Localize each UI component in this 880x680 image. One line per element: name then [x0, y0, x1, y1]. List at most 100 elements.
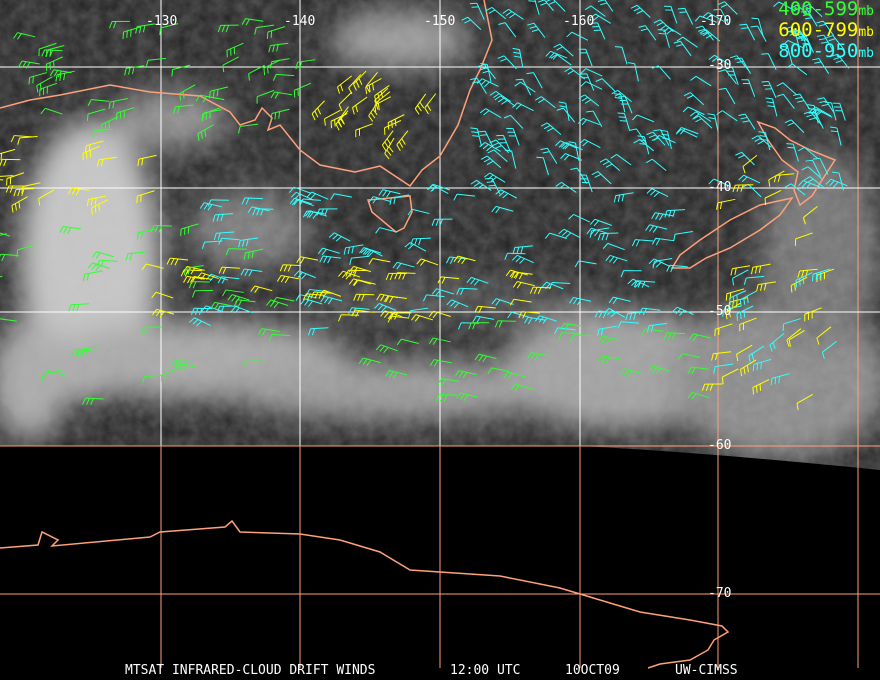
barb-feather — [247, 206, 253, 214]
barb-feather — [566, 31, 573, 38]
barb-staff — [602, 335, 621, 341]
barb-feather — [805, 17, 813, 20]
wind-barb — [254, 24, 275, 35]
barb-staff — [807, 166, 822, 179]
barb-feather — [494, 95, 501, 101]
barb-feather — [536, 156, 544, 159]
barb-feather — [543, 124, 551, 130]
data-source: UW-CIMSS — [675, 663, 738, 678]
barb-staff — [256, 24, 275, 29]
wind-barb — [11, 196, 28, 213]
barb-feather — [824, 101, 832, 104]
wind-barb — [540, 147, 558, 164]
barb-staff — [790, 276, 808, 286]
barb-feather — [671, 332, 676, 340]
barb-feather — [693, 113, 700, 119]
barb-feather — [534, 353, 540, 361]
barb-feather — [797, 270, 801, 278]
barb-feather — [805, 183, 811, 189]
wind-barb — [739, 317, 757, 332]
wind-barb — [804, 307, 822, 322]
barb-feather — [166, 257, 171, 265]
wind-barb — [671, 306, 694, 316]
wind-barb — [487, 149, 508, 163]
barb-staff — [617, 89, 632, 103]
barb-feather — [527, 22, 535, 26]
barb-feather — [653, 129, 661, 132]
barb-staff — [351, 255, 370, 259]
wind-barb — [179, 84, 196, 101]
barb-feather — [544, 232, 551, 239]
barb-feather — [435, 289, 441, 296]
lat-label-40: -40 — [708, 180, 732, 195]
barb-staff — [300, 256, 319, 261]
barb-feather — [486, 181, 494, 183]
barb-staff — [742, 154, 758, 167]
barb-staff — [311, 191, 329, 200]
wind-barb — [809, 106, 832, 117]
barb-feather — [542, 151, 550, 154]
wind-barb — [276, 274, 299, 284]
barb-staff — [600, 232, 619, 235]
barb-feather — [396, 338, 402, 346]
wind-barb — [682, 106, 705, 116]
wind-barb — [739, 359, 757, 377]
wind-barb — [141, 326, 163, 335]
barb-feather — [85, 348, 88, 356]
wind-barb — [708, 178, 731, 187]
barb-staff — [237, 299, 256, 303]
barb-feather — [498, 191, 505, 197]
barb-feather — [488, 184, 496, 187]
barb-feather — [716, 202, 719, 210]
wind-barb — [652, 258, 673, 269]
barb-feather — [266, 299, 272, 306]
barb-staff — [561, 332, 580, 334]
barb-feather — [741, 27, 749, 29]
barb-feather — [713, 366, 716, 374]
barb-staff — [324, 295, 343, 302]
barb-staff — [741, 57, 751, 74]
barb-feather — [183, 227, 186, 235]
barb-feather — [767, 105, 775, 108]
wind-barb — [811, 268, 831, 282]
wind-barb — [389, 194, 410, 205]
barb-feather — [829, 126, 838, 129]
barb-feather — [614, 46, 623, 48]
barb-feather — [479, 142, 486, 148]
wind-barb — [816, 34, 834, 51]
wind-barb — [429, 359, 452, 367]
barb-staff — [459, 370, 477, 376]
wind-barb — [233, 299, 256, 307]
barb-feather — [736, 60, 744, 64]
wind-barb — [589, 227, 610, 238]
wind-barb — [756, 281, 776, 292]
barb-staff — [126, 65, 144, 69]
barb-staff — [746, 23, 756, 41]
barb-feather — [359, 247, 365, 254]
barb-feather — [743, 277, 747, 285]
barb-feather — [272, 297, 277, 304]
barb-feather — [527, 352, 532, 359]
barb-feather — [495, 207, 501, 214]
barb-feather — [124, 68, 127, 76]
barb-feather — [441, 277, 446, 284]
barb-staff — [822, 340, 837, 353]
barb-feather — [300, 298, 306, 305]
barb-feather — [802, 217, 806, 225]
barb-feather — [558, 184, 565, 190]
barb-feather — [231, 295, 237, 302]
barb-staff — [0, 175, 14, 177]
barb-feather — [573, 297, 578, 305]
barb-feather — [560, 323, 565, 330]
barb-feather — [489, 139, 497, 144]
barb-staff — [363, 247, 382, 254]
barb-staff — [184, 269, 203, 272]
barb-feather — [793, 7, 801, 12]
barb-feather — [113, 21, 117, 29]
barb-feather — [91, 251, 97, 258]
barb-feather — [648, 365, 654, 372]
barb-feather — [738, 174, 744, 181]
wind-barb — [528, 0, 540, 15]
barb-staff — [601, 355, 620, 360]
wind-barb — [241, 197, 263, 205]
